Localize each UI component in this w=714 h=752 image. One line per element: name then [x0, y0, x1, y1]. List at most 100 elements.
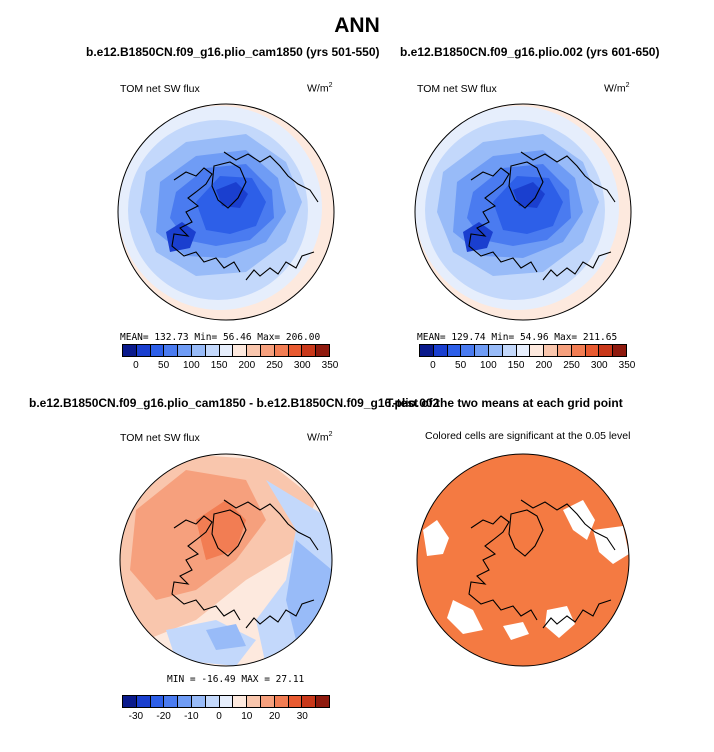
colorbar-ticks-panel-2: 0 50 100 150 200 250 300 350: [419, 360, 635, 372]
colorbar-box: [150, 345, 165, 356]
colorbar-box: [123, 345, 137, 356]
colorbar-panel-3: [122, 695, 330, 708]
panel-2-title: b.e12.B1850CN.f09_g16.plio.002 (yrs 601-…: [400, 45, 660, 59]
colorbar-tick-label: -20: [156, 711, 171, 722]
colorbar-box: [488, 345, 503, 356]
colorbar-box: [219, 345, 234, 356]
colorbar-box: [557, 345, 572, 356]
panel-2-variable-label: TOM net SW flux: [417, 83, 497, 95]
coastline-panel-4: [468, 499, 616, 629]
colorbar-tick-label: 0: [216, 711, 222, 722]
colorbar-box: [613, 345, 626, 356]
colorbar-box: [205, 696, 220, 707]
coastline-panel-1: [171, 151, 319, 281]
colorbar-box: [302, 345, 317, 356]
figure-title: ANN: [334, 14, 380, 37]
colorbar-box: [260, 345, 275, 356]
colorbar-box: [447, 345, 462, 356]
panel-2-stats: MEAN= 129.74 Min= 54.96 Max= 211.65: [417, 332, 618, 343]
colorbar-box: [164, 345, 179, 356]
colorbar-box: [164, 696, 179, 707]
panel-4-subtitle: Colored cells are significant at the 0.0…: [425, 430, 631, 442]
colorbar-tick-label: 50: [158, 360, 170, 371]
colorbar-tick-label: 250: [266, 360, 283, 371]
colorbar-box: [475, 345, 489, 356]
coastline-panel-2: [468, 151, 616, 281]
colorbar-box: [420, 345, 434, 356]
colorbar-box: [316, 345, 329, 356]
map-border-panel-3: [119, 453, 333, 667]
map-border-panel-1: [117, 103, 335, 321]
colorbar-panel-1: [122, 344, 330, 357]
colorbar-box: [288, 696, 303, 707]
colorbar-box: [233, 696, 248, 707]
panel-3-stats: MIN = -16.49 MAX = 27.11: [167, 674, 305, 685]
coastline-panel-3: [171, 499, 319, 629]
colorbar-box: [544, 345, 558, 356]
colorbar-tick-label: 150: [210, 360, 228, 371]
colorbar-box: [136, 696, 151, 707]
colorbar-tick-label: 350: [321, 360, 339, 371]
colorbar-tick-label: 300: [293, 360, 311, 371]
panel-1-title: b.e12.B1850CN.f09_g16.plio_cam1850 (yrs …: [86, 45, 380, 59]
panel-1-units: W/m2: [307, 82, 333, 95]
colorbar-box: [433, 345, 448, 356]
colorbar-tick-label: 350: [618, 360, 636, 371]
panel-4-title: T-test of the two means at each grid poi…: [386, 396, 623, 410]
map-field-panel-2: [415, 104, 631, 320]
map-field-panel-1: [118, 104, 334, 320]
colorbar-box: [516, 345, 531, 356]
colorbar-tick-label: 200: [535, 360, 553, 371]
colorbar-box: [191, 696, 206, 707]
map-field-panel-4: [417, 454, 629, 666]
map-border-panel-2: [414, 103, 632, 321]
colorbar-tick-label: -10: [184, 711, 199, 722]
panel-3-title: b.e12.B1850CN.f09_g16.plio_cam1850 - b.e…: [29, 396, 440, 410]
colorbar-box: [150, 696, 165, 707]
colorbar-box: [530, 345, 545, 356]
colorbar-tick-label: -30: [128, 711, 144, 722]
colorbar-box: [288, 345, 303, 356]
colorbar-tick-label: 200: [238, 360, 256, 371]
colorbar-box: [219, 696, 234, 707]
panel-1-variable-label: TOM net SW flux: [120, 83, 200, 95]
panel-2-units: W/m2: [604, 82, 630, 95]
colorbar-box: [599, 345, 614, 356]
colorbar-box: [274, 696, 289, 707]
colorbar-tick-label: 50: [455, 360, 467, 371]
colorbar-tick-label: 20: [268, 711, 281, 722]
panel-3-units: W/m2: [307, 431, 333, 444]
colorbar-ticks-panel-3: -30 -20 -10 0 10 20 30: [122, 711, 330, 723]
colorbar-tick-label: 30: [296, 711, 308, 722]
map-border-panel-4: [416, 453, 630, 667]
colorbar-box: [260, 696, 275, 707]
colorbar-box: [178, 696, 192, 707]
panel-1-stats: MEAN= 132.73 Min= 56.46 Max= 206.00: [120, 332, 321, 343]
colorbar-tick-label: 250: [563, 360, 580, 371]
colorbar-box: [247, 696, 261, 707]
colorbar-box: [502, 345, 517, 356]
colorbar-box: [191, 345, 206, 356]
colorbar-box: [233, 345, 248, 356]
colorbar-tick-label: 100: [479, 360, 497, 371]
colorbar-box: [136, 345, 151, 356]
colorbar-tick-label: 300: [590, 360, 608, 371]
colorbar-tick-label: 0: [430, 360, 436, 371]
panel-3-variable-label: TOM net SW flux: [120, 432, 200, 444]
colorbar-tick-label: 0: [133, 360, 139, 371]
colorbar-box: [274, 345, 289, 356]
colorbar-box: [316, 696, 329, 707]
colorbar-box: [247, 345, 261, 356]
colorbar-tick-label: 10: [241, 711, 253, 722]
colorbar-box: [123, 696, 137, 707]
colorbar-box: [302, 696, 317, 707]
colorbar-box: [205, 345, 220, 356]
colorbar-box: [585, 345, 600, 356]
colorbar-panel-2: [419, 344, 627, 357]
colorbar-box: [178, 345, 192, 356]
colorbar-ticks-panel-1: 0 50 100 150 200 250 300 350: [122, 360, 338, 372]
colorbar-tick-label: 150: [507, 360, 525, 371]
colorbar-box: [461, 345, 476, 356]
colorbar-tick-label: 100: [182, 360, 200, 371]
